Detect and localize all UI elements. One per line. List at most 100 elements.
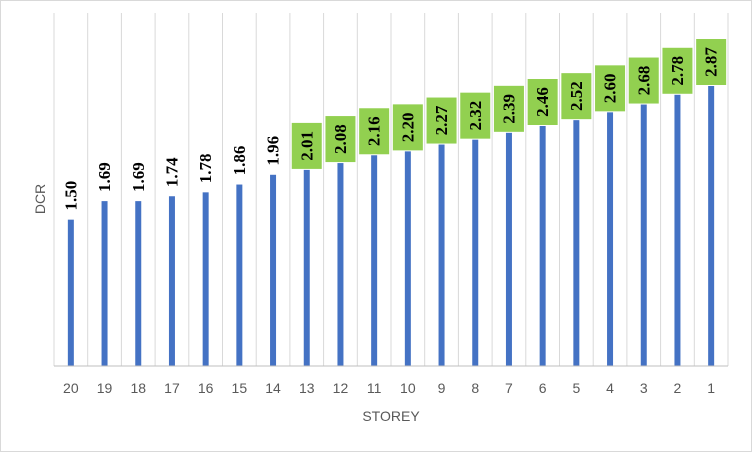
data-label-highlight [595,65,626,112]
x-tick-label: 20 [63,380,79,396]
data-label-group: 1.74 [162,157,181,187]
data-label: 2.39 [499,94,518,124]
x-tick-label: 18 [130,380,146,396]
x-tick-label: 19 [97,380,113,396]
x-tick-label: 13 [299,380,315,396]
bar-storey-14 [270,174,277,366]
bar-storey-15 [236,184,243,366]
data-label: 2.60 [601,73,620,103]
bar-storey-17 [168,196,175,366]
x-tick-label: 15 [232,380,248,396]
y-axis-title: DCR [32,184,48,214]
gridlines [53,13,729,366]
data-label-highlight [392,104,423,151]
data-label: 2.78 [668,56,687,86]
data-label: 2.68 [634,66,653,96]
bar-storey-16 [202,192,209,366]
bars [67,86,715,367]
data-label-group: 2.08 [325,116,356,163]
data-label: 2.32 [466,101,485,131]
data-label-highlight [291,122,322,169]
x-tick-label: 6 [539,380,547,396]
data-label: 1.69 [95,162,114,192]
data-label: 2.87 [702,47,721,77]
bar-storey-7 [505,132,512,366]
x-tick-label: 8 [471,380,479,396]
data-label: 2.16 [365,116,384,146]
data-labels: 1.50 1.69 1.69 1.74 1.78 1.86 1.96 2.01 2.08 2.16… [61,39,727,211]
data-label-highlight [628,57,659,104]
x-tick-label: 10 [400,380,416,396]
bar-storey-2 [674,94,681,366]
bar-storey-1 [708,86,715,366]
bar-storey-20 [67,219,74,366]
x-tick-labels: 20 19 18 17 16 15 14 13 12 11 10 9 8 7 6 5 4 3 2 1 [63,380,715,396]
data-label: 1.69 [129,162,148,192]
data-label: 2.52 [567,81,586,111]
data-label: 1.86 [230,146,249,176]
x-tick-label: 17 [164,380,180,396]
data-label-highlight [696,39,727,85]
data-label-highlight [426,97,457,144]
data-label-group: 1.50 [61,181,80,211]
x-tick-label: 16 [198,380,214,396]
x-tick-label: 9 [438,380,446,396]
bar-storey-19 [101,201,108,366]
data-label-group: 2.32 [460,92,491,139]
data-label-group: 2.60 [595,65,626,112]
x-tick-label: 12 [333,380,349,396]
data-label: 2.46 [533,87,552,117]
bar-storey-18 [135,201,142,366]
data-label: 1.78 [196,153,215,183]
data-label-highlight [359,108,390,155]
data-label-group: 1.69 [95,162,114,192]
x-tick-label: 11 [367,380,382,396]
data-label: 1.50 [61,181,80,211]
data-label-highlight [527,79,558,125]
bar-storey-11 [371,155,378,366]
data-label: 2.20 [398,112,417,142]
data-label: 2.27 [432,105,451,135]
data-label-group: 2.87 [696,39,727,85]
data-label-highlight [561,73,592,120]
data-label-group: 2.68 [628,57,659,104]
data-label: 1.74 [162,157,181,187]
data-label-group: 2.78 [662,47,693,94]
data-label-highlight [493,85,524,132]
x-tick-label: 5 [572,380,580,396]
bar-storey-13 [303,169,310,366]
bar-storey-10 [404,151,411,366]
data-label-group: 2.20 [392,104,423,151]
x-tick-label: 1 [707,380,715,396]
data-label-highlight [662,47,693,94]
bar-storey-12 [337,163,344,366]
bar-storey-4 [607,112,614,366]
data-label-group: 2.01 [291,122,322,169]
data-label-group: 2.27 [426,97,457,144]
x-tick-label: 4 [606,380,614,396]
x-axis-title: STOREY [362,408,420,424]
data-label-group: 2.16 [359,108,390,155]
data-label-group: 1.69 [129,162,148,192]
data-label: 1.96 [264,136,283,166]
bar-storey-3 [640,104,647,366]
bar-storey-8 [472,139,479,366]
x-tick-label: 14 [265,380,281,396]
x-tick-label: 7 [505,380,513,396]
bar-storey-5 [573,120,580,367]
data-label-highlight [325,116,356,163]
bar-storey-9 [438,144,445,366]
data-label-group: 2.39 [493,85,524,132]
data-label: 2.08 [331,124,350,154]
x-tick-label: 3 [640,380,648,396]
data-label-group: 1.96 [264,136,283,166]
data-label-highlight [460,92,491,139]
data-label: 2.01 [297,131,316,161]
x-tick-label: 2 [674,380,682,396]
data-label-group: 2.46 [527,79,558,125]
data-label-group: 2.52 [561,73,592,120]
data-label-group: 1.86 [230,146,249,176]
bar-storey-6 [539,126,546,366]
